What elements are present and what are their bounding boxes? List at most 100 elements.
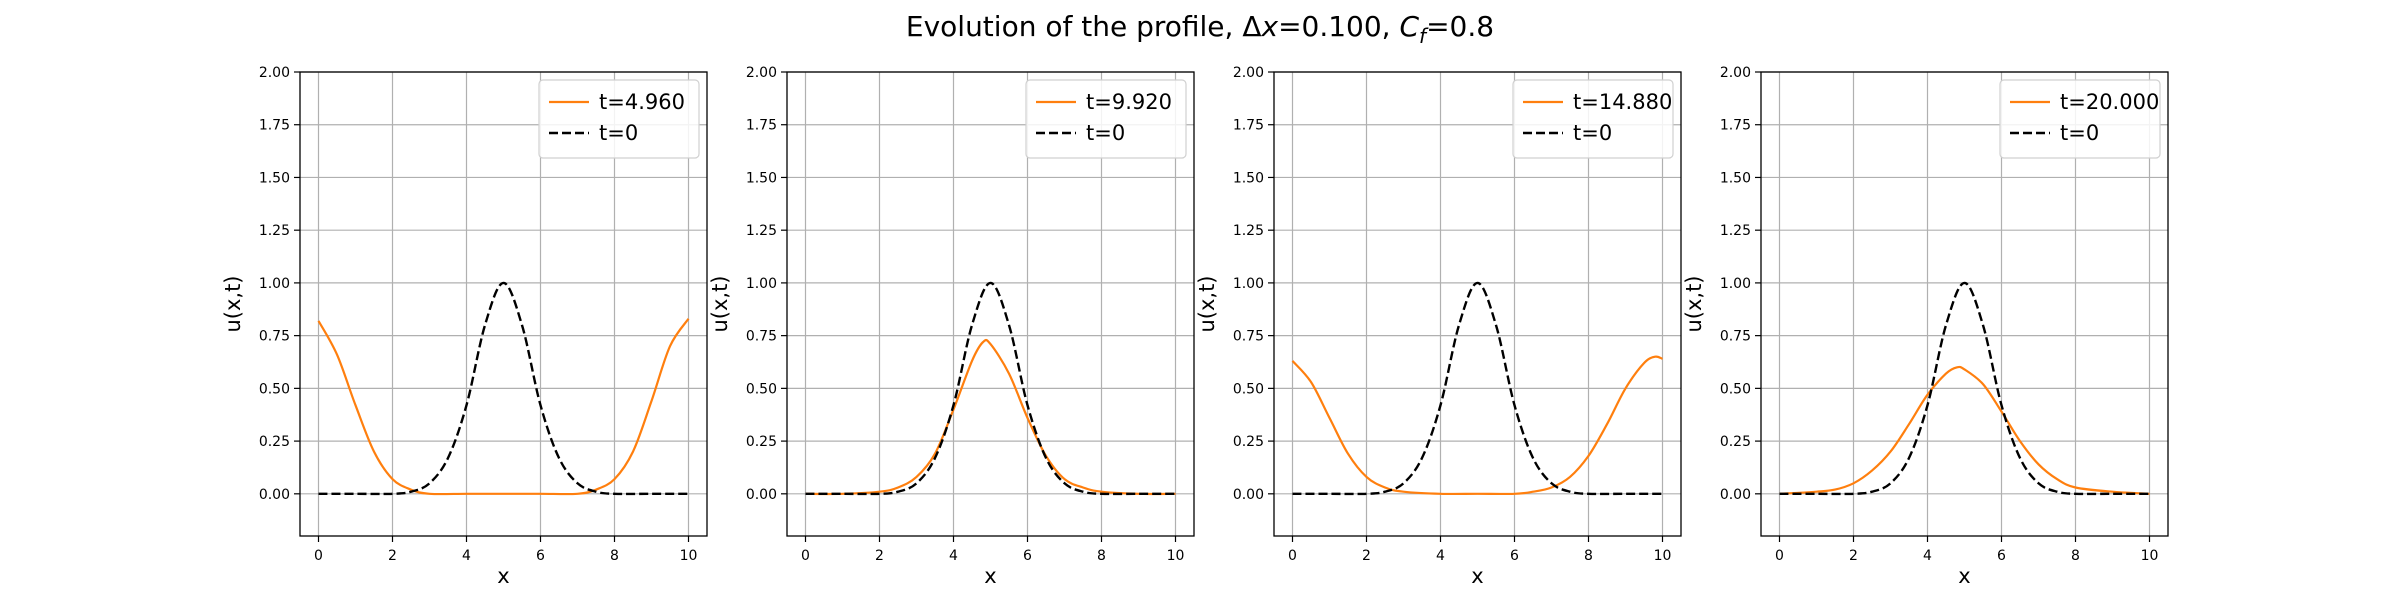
- x-tick-label: 10: [2141, 548, 2159, 564]
- legend-box: [1025, 79, 1187, 159]
- legend-box: [538, 79, 700, 159]
- y-tick-label: 1.25: [259, 223, 290, 239]
- x-axis-label: x: [497, 564, 509, 588]
- axes-frame: [786, 71, 1195, 537]
- legend-entry-label: t=0: [599, 121, 638, 145]
- legend-entry-label: t=0: [1573, 121, 1612, 145]
- x-tick-label: 4: [1923, 548, 1932, 564]
- legend-entry-label: t=4.960: [599, 90, 685, 114]
- y-tick-label: 1.50: [1233, 170, 1264, 186]
- x-tick-label: 0: [1775, 548, 1784, 564]
- subplot-1: 0 2 4 6 8 10 0.00 0.25 0.50 0.75 1.00 1.25 1.50 1.75 2…: [221, 65, 708, 588]
- y-axis-label: u(x,t): [1682, 275, 1706, 332]
- series-line-solution: [805, 338, 1176, 496]
- y-tick-label: 1.50: [259, 170, 290, 186]
- legend: t=20.000 t=0: [1999, 79, 2161, 159]
- legend-entry-label: t=0: [1086, 121, 1125, 145]
- x-axis-label: x: [1471, 564, 1483, 588]
- title-mid: =0.100,: [1278, 10, 1399, 43]
- y-tick-label: 1.00: [1233, 276, 1264, 292]
- y-tick-label: 0.25: [746, 434, 777, 450]
- x-tick-label: 4: [1436, 548, 1445, 564]
- y-axis-label: u(x,t): [708, 275, 732, 332]
- x-tick-label: 4: [949, 548, 958, 564]
- y-tick-label: 2.00: [746, 65, 777, 81]
- subplot-4: 0 2 4 6 8 10 0.00 0.25 0.50 0.75 1.00 1.25 1.50 1.75 2…: [1682, 65, 2169, 588]
- figure-title: Evolution of the profile, Δx=0.100, Cf=0…: [906, 10, 1494, 48]
- x-tick-label: 10: [1654, 548, 1672, 564]
- y-tick-label: 1.75: [259, 118, 290, 134]
- y-tick-label: 0.25: [1720, 434, 1751, 450]
- legend: t=4.960 t=0: [538, 79, 700, 159]
- series-line-initial: [805, 281, 1176, 496]
- y-tick-label: 0.50: [746, 381, 777, 397]
- y-tick-label: 1.25: [746, 223, 777, 239]
- y-tick-label: 0.50: [1233, 381, 1264, 397]
- x-axis-label: x: [1958, 564, 1970, 588]
- title-prefix: Evolution of the profile, Δ: [906, 10, 1262, 43]
- y-tick-label: 2.00: [259, 65, 290, 81]
- x-tick-label: 4: [462, 548, 471, 564]
- x-tick-label: 10: [680, 548, 698, 564]
- x-tick-label: 8: [2071, 548, 2080, 564]
- x-tick-label: 6: [1997, 548, 2006, 564]
- y-axis-label: u(x,t): [221, 275, 245, 332]
- y-tick-label: 1.50: [746, 170, 777, 186]
- y-tick-label: 0.25: [259, 434, 290, 450]
- y-tick-label: 1.00: [1720, 276, 1751, 292]
- x-tick-label: 2: [1849, 548, 1858, 564]
- x-tick-label: 2: [1362, 548, 1371, 564]
- y-tick-label: 0.50: [1720, 381, 1751, 397]
- subplot-2: 0 2 4 6 8 10 0.00 0.25 0.50 0.75 1.00 1.25 1.50 1.75 2…: [708, 65, 1195, 588]
- legend-entry-label: t=0: [2060, 121, 2099, 145]
- x-tick-label: 2: [875, 548, 884, 564]
- axes-frame: [1760, 71, 2169, 537]
- x-tick-label: 0: [801, 548, 810, 564]
- series-line-initial: [1779, 281, 2150, 496]
- title-c: C: [1399, 10, 1419, 43]
- y-tick-label: 0.00: [1233, 487, 1264, 503]
- subplots: 0 2 4 6 8 10 0.00 0.25 0.50 0.75 1.00 1.25 1.50 1.75 2…: [221, 65, 2169, 588]
- y-tick-label: 0.00: [746, 487, 777, 503]
- x-tick-label: 6: [1510, 548, 1519, 564]
- x-tick-label: 0: [1288, 548, 1297, 564]
- series-line-initial: [1292, 281, 1663, 496]
- x-tick-label: 10: [1167, 548, 1185, 564]
- legend-entry-label: t=9.920: [1086, 90, 1172, 114]
- y-tick-label: 2.00: [1233, 65, 1264, 81]
- y-tick-label: 0.75: [259, 329, 290, 345]
- x-tick-label: 2: [388, 548, 397, 564]
- y-tick-label: 0.00: [259, 487, 290, 503]
- legend: t=9.920 t=0: [1025, 79, 1187, 159]
- legend-entry-label: t=20.000: [2060, 90, 2159, 114]
- x-tick-label: 8: [1097, 548, 1106, 564]
- x-tick-label: 8: [1584, 548, 1593, 564]
- x-tick-label: 8: [610, 548, 619, 564]
- y-tick-label: 1.75: [746, 118, 777, 134]
- y-tick-label: 2.00: [1720, 65, 1751, 81]
- axes-frame: [299, 71, 708, 537]
- x-tick-label: 6: [536, 548, 545, 564]
- axes-frame: [1273, 71, 1682, 537]
- y-tick-label: 1.00: [746, 276, 777, 292]
- x-tick-label: 6: [1023, 548, 1032, 564]
- y-tick-label: 0.00: [1720, 487, 1751, 503]
- y-axis-label: u(x,t): [1195, 275, 1219, 332]
- y-tick-label: 0.25: [1233, 434, 1264, 450]
- series-line-solution: [317, 318, 690, 496]
- legend-box: [1999, 79, 2161, 159]
- title-sub: f: [1419, 24, 1429, 48]
- y-tick-label: 0.75: [1720, 329, 1751, 345]
- subplot-3: 0 2 4 6 8 10 0.00 0.25 0.50 0.75 1.00 1.25 1.50 1.75 2…: [1195, 65, 1682, 588]
- y-tick-label: 1.75: [1233, 118, 1264, 134]
- legend-entry-label: t=14.880: [1573, 90, 1672, 114]
- series-line-initial: [318, 281, 689, 496]
- y-tick-label: 0.50: [259, 381, 290, 397]
- title-x: x: [1260, 10, 1278, 43]
- y-tick-label: 1.25: [1233, 223, 1264, 239]
- y-tick-label: 1.75: [1720, 118, 1751, 134]
- title-suffix: =0.8: [1426, 10, 1494, 43]
- x-axis-label: x: [984, 564, 996, 588]
- y-tick-label: 1.50: [1720, 170, 1751, 186]
